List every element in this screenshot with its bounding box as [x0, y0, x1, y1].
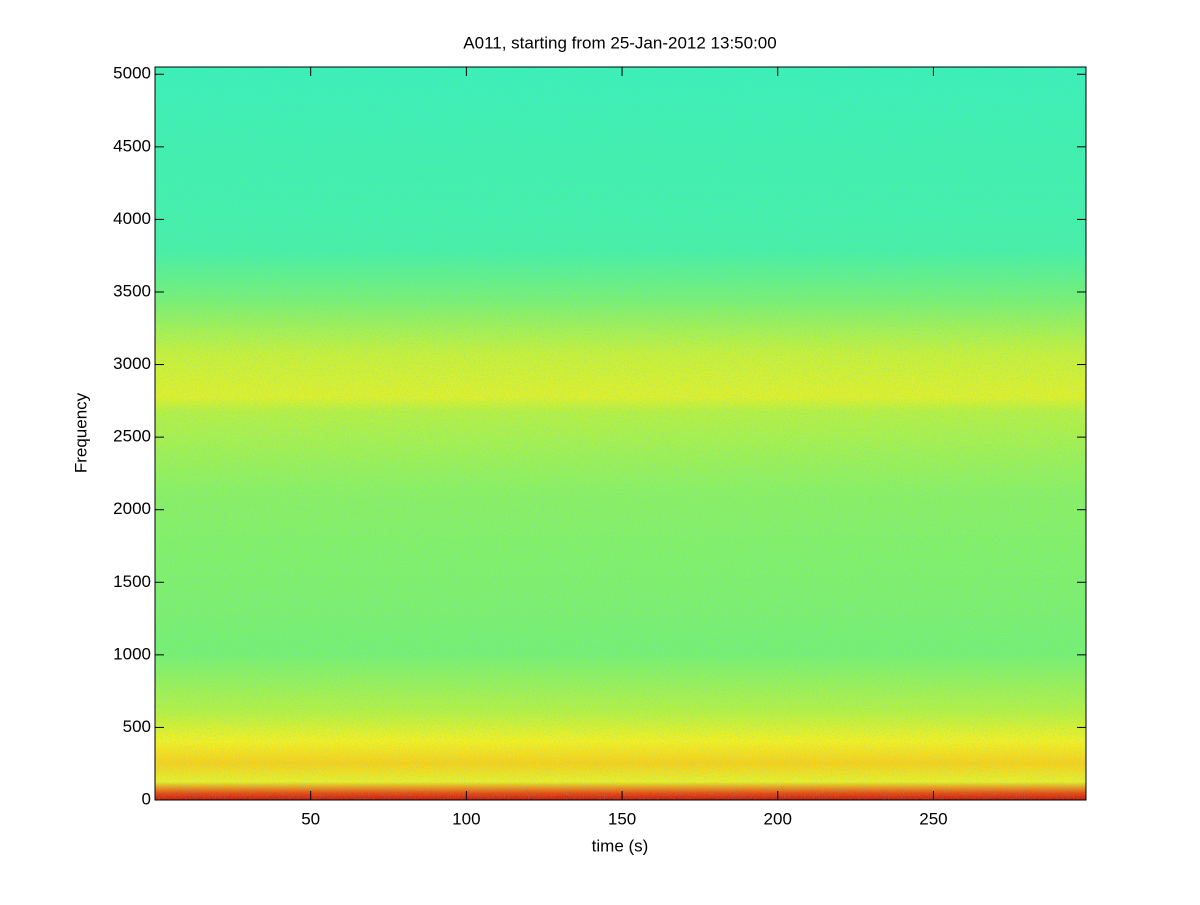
y-axis-label: Frequency [71, 392, 90, 473]
y-tick-label: 3000 [113, 354, 151, 373]
y-tick-label: 500 [123, 717, 151, 736]
y-tick-label: 1500 [113, 572, 151, 591]
y-tick-label: 4500 [113, 136, 151, 155]
y-tick-label: 0 [142, 789, 151, 808]
x-tick-label: 150 [608, 809, 636, 828]
x-axis-label: time (s) [592, 836, 649, 855]
x-tick-label: 50 [301, 809, 320, 828]
y-tick-label: 5000 [113, 64, 151, 83]
chart-title: A011, starting from 25-Jan-2012 13:50:00 [463, 33, 776, 52]
y-tick-label: 3500 [113, 281, 151, 300]
plot-frame [154, 66, 1087, 801]
y-tick-label: 2500 [113, 427, 151, 446]
spectrogram-texture [155, 67, 1086, 800]
x-tick-label: 200 [764, 809, 792, 828]
spectrogram-image [155, 67, 1086, 800]
x-tick-label: 250 [919, 809, 947, 828]
x-tick-label: 100 [452, 809, 480, 828]
y-tick-label: 2000 [113, 499, 151, 518]
y-tick-label: 1000 [113, 644, 151, 663]
y-tick-label: 4000 [113, 209, 151, 228]
